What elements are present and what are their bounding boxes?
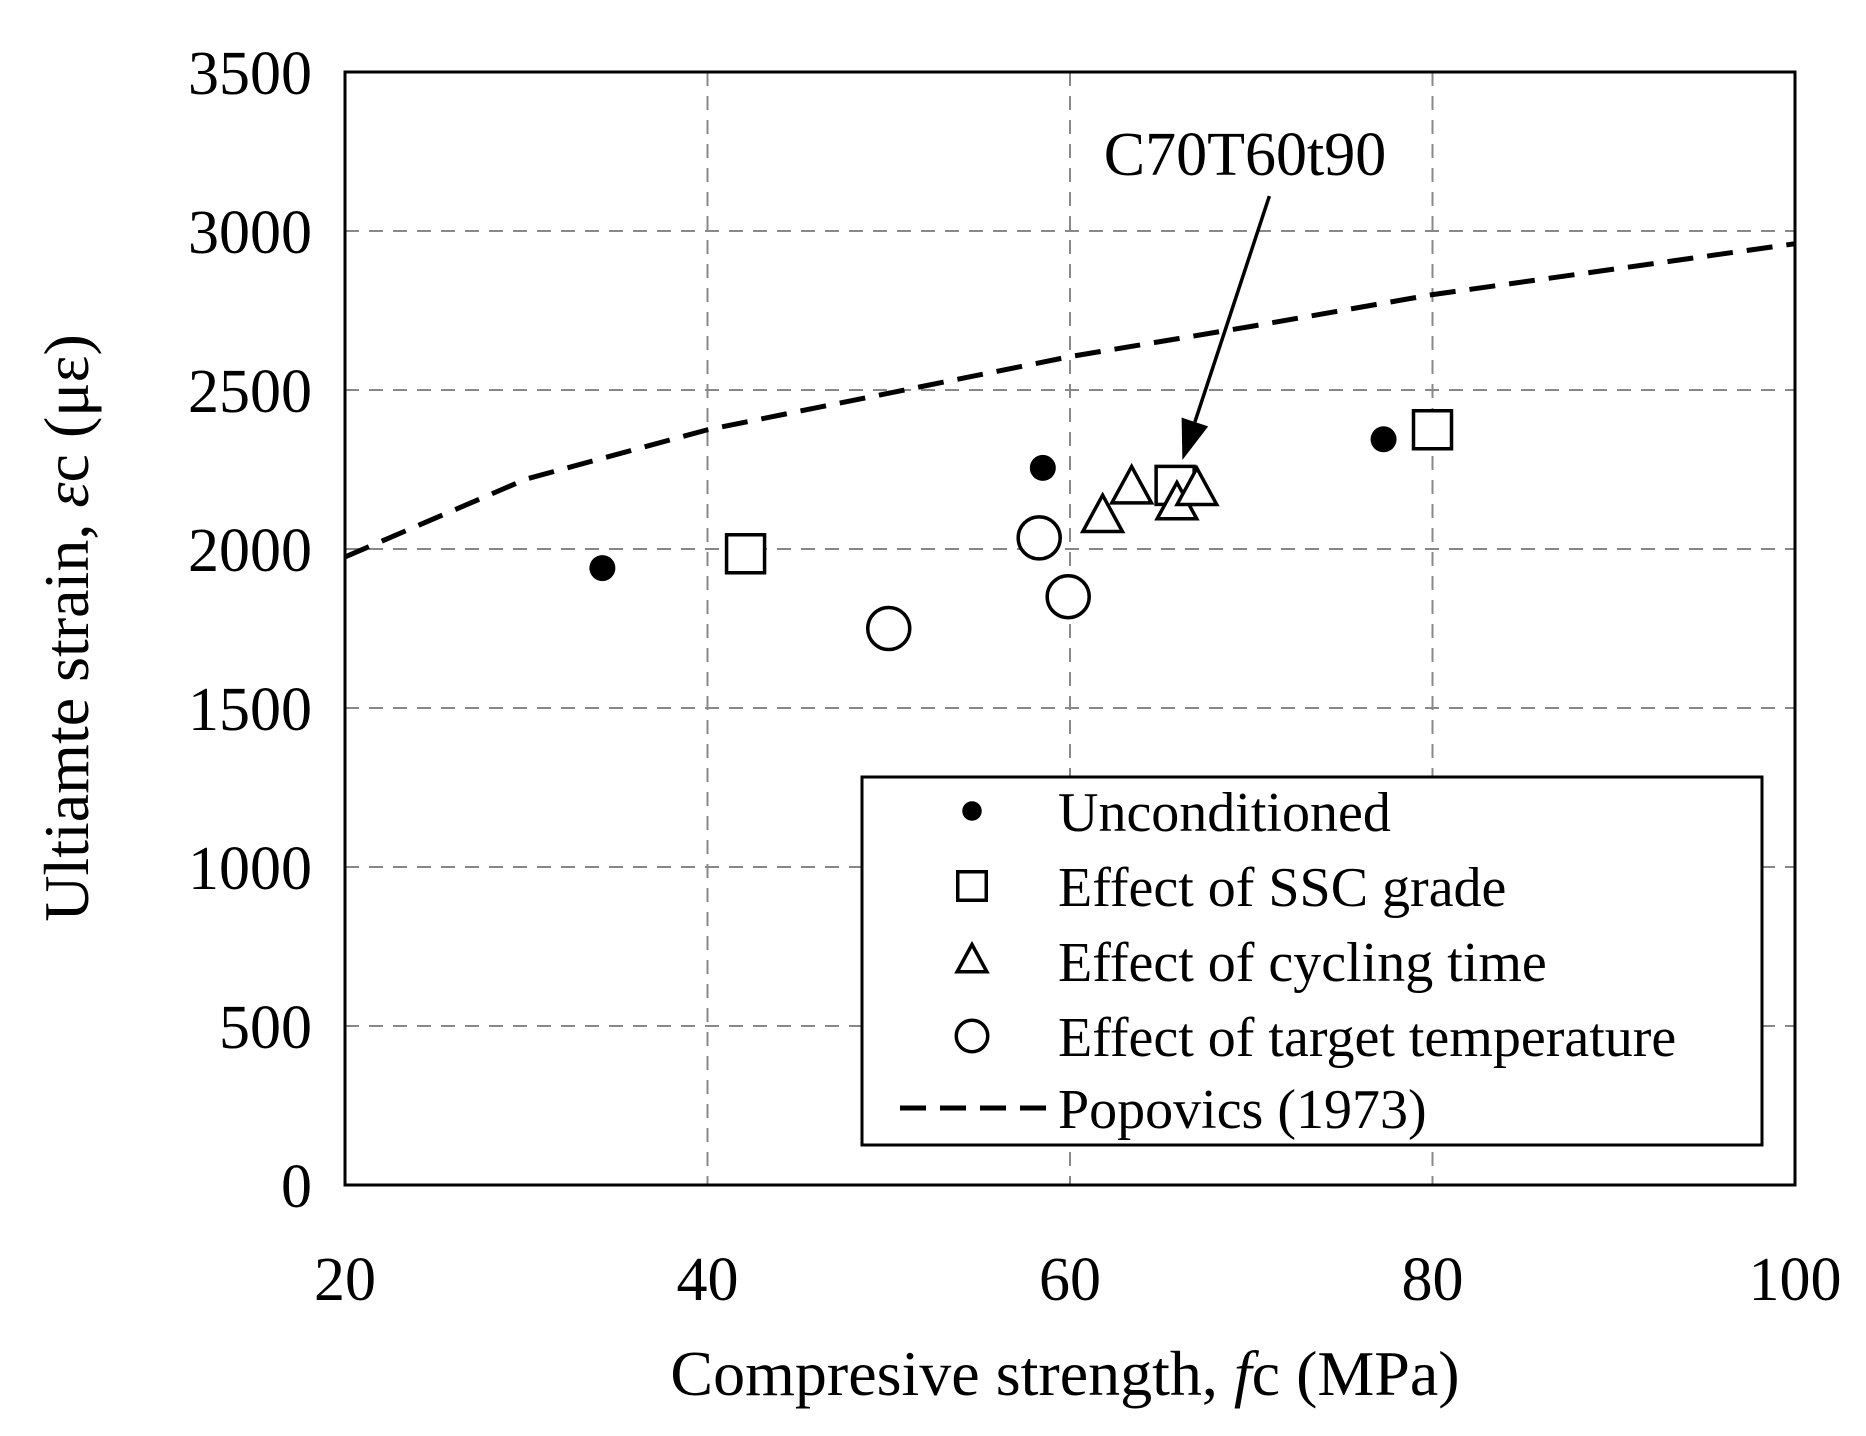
x-axis-label-unit: (MPa) <box>1280 1338 1460 1409</box>
legend-label-unconditioned: Unconditioned <box>1058 782 1391 844</box>
x-tick-label: 40 <box>677 1246 739 1314</box>
legend-symbols <box>900 801 1050 1111</box>
curves-layer <box>345 241 1795 560</box>
annotation-label: C70T60t90 <box>1104 121 1386 189</box>
point-ssc-grade <box>1411 409 1454 451</box>
y-tick-label: 500 <box>219 994 312 1062</box>
y-tick-label: 3000 <box>188 199 312 267</box>
legend-label-popovics: Popovics (1973) <box>1058 1079 1427 1141</box>
point-ssc-grade <box>956 870 988 902</box>
y-tick-label: 3500 <box>188 40 312 108</box>
y-tick-label: 1500 <box>188 676 312 744</box>
popovics-curve <box>345 241 1795 560</box>
annotation-arrow-line <box>1193 195 1272 423</box>
point-cycling-time <box>1108 462 1155 505</box>
grid-lines <box>345 72 1795 1185</box>
x-tick-label: 100 <box>1749 1246 1842 1314</box>
legend-label-cycling-time: Effect of cycling time <box>1058 932 1547 994</box>
point-cycling-time <box>1079 491 1126 534</box>
x-tick-label: 20 <box>314 1246 376 1314</box>
x-axis-ticks: 20 40 60 80 100 <box>314 1246 1842 1314</box>
x-axis-label: Compresive strength, fc (MPa) <box>670 1338 1459 1409</box>
y-tick-label: 2000 <box>188 517 312 585</box>
legend: Unconditioned Effect of SSC grade Effect… <box>860 775 1764 1147</box>
x-axis-label-prefix: Compresive strength, <box>670 1338 1233 1409</box>
y-axis-label-prefix: Ultiamte strain, <box>31 508 102 922</box>
annotation: C70T60t90 <box>1104 121 1386 460</box>
point-ssc-grade <box>724 533 767 575</box>
point-cycling-time <box>954 940 990 974</box>
point-unconditioned <box>1029 454 1056 481</box>
point-unconditioned <box>1370 426 1397 453</box>
point-unconditioned <box>962 801 982 821</box>
legend-box <box>860 775 1764 1147</box>
legend-label-ssc-grade: Effect of SSC grade <box>1058 857 1506 919</box>
point-target-temperature <box>1045 573 1091 620</box>
point-target-temperature <box>954 1018 990 1054</box>
y-axis-label-symbol: ε <box>31 482 102 508</box>
y-axis-ticks: 0 500 1000 1500 2000 2500 3000 3500 <box>188 40 312 1221</box>
x-tick-label: 60 <box>1039 1246 1101 1314</box>
y-axis-label: Ultiamte strain, εc (με) <box>31 334 102 922</box>
point-unconditioned <box>589 555 616 582</box>
y-tick-label: 1000 <box>188 835 312 903</box>
point-target-temperature <box>1016 515 1062 561</box>
plot-frame <box>343 70 1797 1187</box>
y-axis-label-unit: (με) <box>31 334 102 454</box>
y-tick-label: 0 <box>281 1153 312 1221</box>
annotation-arrow-head <box>1181 417 1209 460</box>
y-tick-label: 2500 <box>188 358 312 426</box>
point-cycling-time <box>1174 464 1220 507</box>
legend-label-target-temperature: Effect of target temperature <box>1058 1007 1676 1069</box>
data-points <box>589 409 1454 652</box>
x-tick-label: 80 <box>1402 1246 1464 1314</box>
y-axis-label-subscript: c <box>31 454 102 482</box>
point-target-temperature <box>866 605 912 652</box>
x-axis-label-subscript: c <box>1252 1338 1280 1409</box>
